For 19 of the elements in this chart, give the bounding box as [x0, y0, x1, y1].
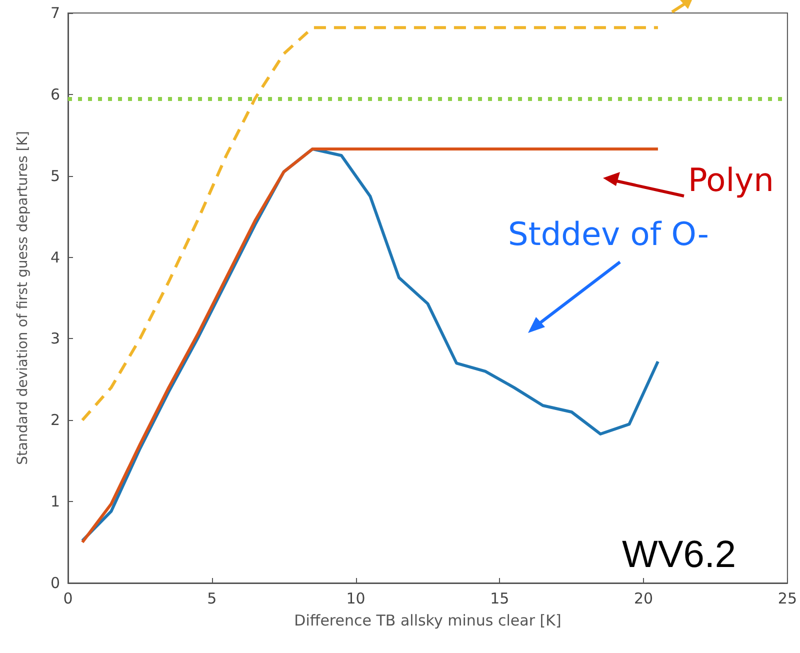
x-tick-label: 10 — [346, 590, 366, 608]
y-tick-label: 2 — [50, 411, 60, 430]
x-axis-title: Difference TB allsky minus clear [K] — [294, 612, 562, 630]
y-tick-label: 5 — [50, 166, 60, 185]
annotation: Polyn — [688, 161, 774, 199]
annotation: Stddev of O- — [508, 215, 709, 253]
y-tick-label: 4 — [50, 248, 60, 266]
x-tick-label: 25 — [778, 590, 798, 608]
x-tick-label: 5 — [207, 590, 217, 608]
y-tick-label: 3 — [50, 330, 60, 348]
y-tick-label: 1 — [50, 492, 60, 511]
y-tick-label: 6 — [50, 85, 60, 104]
y-tick-label: 7 — [50, 4, 60, 22]
annotation: WV6.2 — [622, 534, 736, 576]
x-tick-label: 20 — [634, 590, 654, 608]
y-axis-title: Standard deviation of first guess departures [K] — [15, 131, 31, 465]
y-tick-label: 0 — [50, 574, 60, 592]
x-tick-label: 0 — [63, 590, 73, 608]
x-tick-label: 15 — [490, 590, 510, 608]
